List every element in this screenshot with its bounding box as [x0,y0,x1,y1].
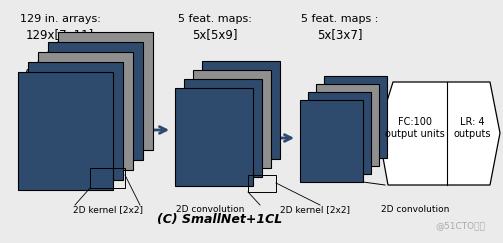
Bar [300,100,363,182]
Text: @51CTO博客: @51CTO博客 [435,221,485,230]
Bar [193,70,271,168]
Polygon shape [378,82,500,185]
Bar [48,42,143,160]
Bar [175,88,253,186]
Text: FC:100
output units: FC:100 output units [385,117,445,139]
Bar [18,72,113,190]
Text: 2D convolution: 2D convolution [381,205,449,214]
Bar [308,92,371,174]
Text: 5 feat. maps:: 5 feat. maps: [178,14,252,24]
Text: 2D convolution: 2D convolution [176,205,244,214]
Text: 2D kernel [2x2]: 2D kernel [2x2] [73,205,143,214]
Text: 5x[5x9]: 5x[5x9] [192,28,238,41]
Bar [202,61,280,159]
Text: 5x[3x7]: 5x[3x7] [317,28,363,41]
Text: LR: 4
outputs: LR: 4 outputs [453,117,491,139]
Bar [90,168,125,188]
Bar [38,52,133,170]
Text: 129 (one per
frequency band): 129 (one per frequency band) [22,122,81,188]
Bar [184,79,262,177]
Text: 5 feat. maps :: 5 feat. maps : [301,14,379,24]
Bar [324,76,387,158]
Text: (C) SmallNet+1CL: (C) SmallNet+1CL [157,213,283,226]
Text: 2D kernel [2x2]: 2D kernel [2x2] [280,205,350,214]
Bar [316,84,379,166]
Text: 129x[7x11]: 129x[7x11] [26,28,94,41]
Bar [58,32,153,150]
Text: 129 in. arrays:: 129 in. arrays: [20,14,101,24]
Bar [248,175,276,192]
Bar [28,62,123,180]
